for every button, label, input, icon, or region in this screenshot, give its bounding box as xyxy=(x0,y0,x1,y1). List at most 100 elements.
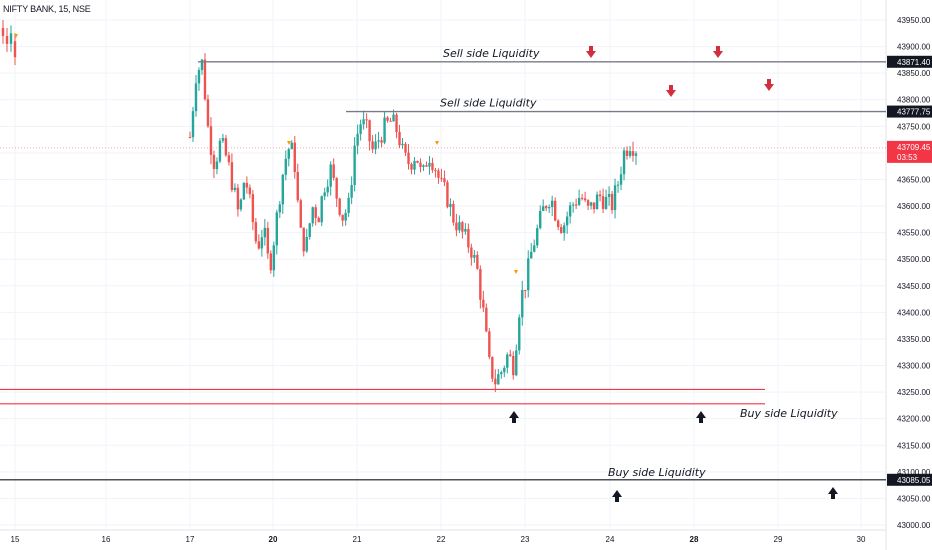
candle-body xyxy=(434,170,437,172)
candle-body xyxy=(233,187,237,190)
candle-body xyxy=(428,162,431,167)
candle-body xyxy=(464,228,467,232)
candle-body xyxy=(536,228,539,246)
y-tick-label: 43250.00 xyxy=(897,388,931,397)
candle-body xyxy=(458,222,461,231)
grid xyxy=(0,0,886,530)
x-tick-label: 21 xyxy=(353,535,362,544)
sell-arrow-icon xyxy=(764,79,774,91)
annotation-label: Buy side Liquidity xyxy=(608,466,706,479)
y-tick-label: 43600.00 xyxy=(897,202,931,211)
candle-body xyxy=(482,299,485,308)
candle-body xyxy=(344,212,347,221)
candle-body xyxy=(269,253,273,271)
candle-body xyxy=(559,227,563,233)
candle-body xyxy=(305,236,308,252)
candle-body xyxy=(5,35,9,44)
candle-body xyxy=(308,223,311,237)
candle-body xyxy=(515,350,518,376)
candle-body xyxy=(392,114,395,122)
candle-body xyxy=(449,203,452,208)
candle-body xyxy=(248,187,252,195)
candle-body xyxy=(601,196,605,209)
candle-body xyxy=(212,154,216,170)
candle-body xyxy=(592,202,596,210)
candle-body xyxy=(521,289,524,318)
candle-body xyxy=(410,164,413,170)
y-tick-label: 43000.00 xyxy=(897,521,931,530)
candle-body xyxy=(389,120,392,122)
candle-body xyxy=(553,200,557,221)
candle-body xyxy=(284,158,287,175)
candle-body xyxy=(547,207,551,209)
y-tick-label: 43300.00 xyxy=(897,362,931,371)
y-tick-label: 43500.00 xyxy=(897,255,931,264)
candle-body xyxy=(203,59,207,100)
candle-body xyxy=(395,114,398,132)
level-badge-text: 43085.05 xyxy=(897,476,931,485)
candle-body xyxy=(302,227,305,252)
candle-body xyxy=(416,160,419,163)
candle-body xyxy=(335,177,338,199)
y-tick-label: 43950.00 xyxy=(897,16,931,25)
candle-body xyxy=(266,227,270,254)
level-badge xyxy=(887,105,932,118)
candle-body xyxy=(631,151,635,156)
candle-body xyxy=(287,149,290,159)
y-tick-label: 43850.00 xyxy=(897,69,931,78)
candle-body xyxy=(221,138,225,141)
candle-body xyxy=(368,120,371,142)
candle-body xyxy=(209,126,213,155)
candle-body xyxy=(607,193,611,198)
candle-body xyxy=(452,203,455,223)
candle-body xyxy=(290,142,293,150)
y-tick-label: 43100.00 xyxy=(897,468,931,477)
candle-body xyxy=(263,227,267,238)
x-tick-label: 15 xyxy=(11,535,20,544)
candle-body xyxy=(272,245,276,271)
candle-body xyxy=(527,258,530,291)
x-tick-label: 28 xyxy=(690,535,699,544)
candle-body xyxy=(595,194,599,210)
candle-body xyxy=(383,117,386,143)
candle-body xyxy=(413,160,416,170)
level-badge xyxy=(887,55,932,68)
sell-arrow-icon xyxy=(586,46,596,58)
candle-body xyxy=(634,153,638,156)
candle-body xyxy=(568,205,572,217)
candle-body xyxy=(574,204,578,206)
candle-body xyxy=(571,204,575,206)
candle-body xyxy=(542,206,545,211)
sell-arrow-icon xyxy=(666,85,676,97)
candle-body xyxy=(239,199,243,210)
candle-body xyxy=(13,41,17,58)
candle-body xyxy=(443,178,446,183)
candle-body xyxy=(377,140,380,142)
x-tick-label: 16 xyxy=(102,535,111,544)
candle-body xyxy=(470,247,473,258)
candle-body xyxy=(473,254,476,258)
y-tick-label: 43750.00 xyxy=(897,122,931,131)
candle-body xyxy=(1,27,5,36)
candle-body xyxy=(613,185,617,211)
candle-body xyxy=(518,317,521,351)
candle-body xyxy=(332,164,335,178)
event-marker-icon xyxy=(514,270,518,274)
candle-body xyxy=(323,192,326,197)
y-tick-label: 43350.00 xyxy=(897,335,931,344)
candle-body xyxy=(583,198,587,201)
candle-body xyxy=(257,241,261,249)
candle-body xyxy=(245,182,249,188)
candle-body xyxy=(299,200,302,228)
x-tick-label: 23 xyxy=(521,535,530,544)
candle-body xyxy=(440,177,443,179)
candle-body xyxy=(371,141,374,150)
candle-body xyxy=(398,131,401,146)
candle-body xyxy=(191,111,195,138)
y-tick-label: 43800.00 xyxy=(897,96,931,105)
candle-body xyxy=(197,70,201,84)
x-tick-label: 20 xyxy=(269,535,278,544)
candle-body xyxy=(524,289,527,291)
candle-body xyxy=(494,378,497,385)
